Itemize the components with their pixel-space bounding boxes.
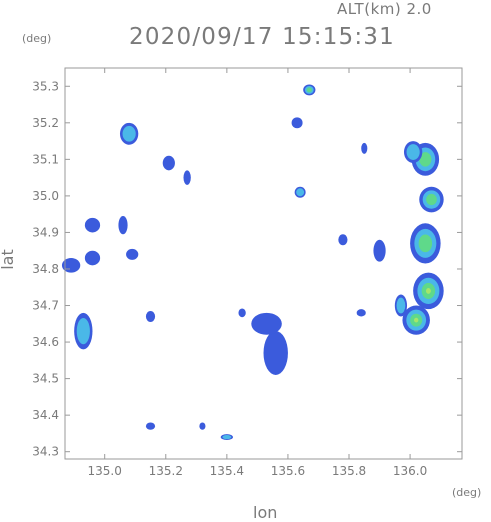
echo-cell [396,297,406,314]
echo-cell [145,311,156,322]
echo-cell [426,193,437,206]
y-tick-label: 35.2 [32,116,59,130]
altitude-label: ALT(km) 2.0 [337,0,432,18]
echo-cell [425,287,431,294]
echo-cell [126,248,139,260]
echo-cell [222,434,232,440]
echo-cell [145,422,156,430]
y-tick-label: 34.3 [32,445,59,459]
echo-layer [61,84,444,440]
echo-cell [76,317,90,345]
echo-cell [406,144,420,160]
x-tick-label: 135.4 [210,464,244,478]
tick-layer: 135.0 135.2 135.4 135.6 135.8 136.0 34.3 34.4 34… [32,68,462,478]
y-tick-label: 34.7 [32,299,59,313]
echo-cell [183,170,191,185]
x-tick-label: 135.2 [149,464,183,478]
echo-cell [199,422,206,430]
y-tick-label: 35.3 [32,79,59,93]
echo-cell [122,125,136,142]
y-tick-label: 34.4 [32,408,59,422]
echo-cell [84,217,101,233]
y-tick-label: 34.8 [32,262,59,276]
echo-cell [263,331,288,375]
echo-cell [338,234,348,246]
x-tick-label: 135.8 [332,464,366,478]
x-tick-label: 135.6 [271,464,305,478]
echo-cell [291,117,303,129]
echo-cell [238,308,246,318]
x-tick-label: 136.0 [393,464,427,478]
echo-cell [418,234,433,253]
y-tick-label: 34.5 [32,372,59,386]
y-tick-label: 34.9 [32,225,59,239]
x-unit-label: (deg) [452,486,482,499]
y-unit-label: (deg) [22,32,52,45]
echo-cell [162,155,175,171]
plot-frame [64,67,463,460]
x-axis-label: lon [253,503,278,522]
y-tick-label: 35.1 [32,152,59,166]
echo-cell [118,215,128,235]
y-tick-label: 35.0 [32,189,59,203]
x-tick-label: 135.0 [88,464,122,478]
echo-cell [413,317,419,323]
timestamp-title: 2020/09/17 15:15:31 [129,24,395,50]
echo-cell [296,188,305,197]
echo-cell [84,250,101,266]
echo-cell [306,87,312,93]
echo-cell [356,309,366,317]
echo-cell [361,142,368,154]
echo-cell [419,152,432,167]
echo-cell [251,312,282,335]
y-tick-label: 34.6 [32,335,59,349]
echo-cell [373,239,386,262]
